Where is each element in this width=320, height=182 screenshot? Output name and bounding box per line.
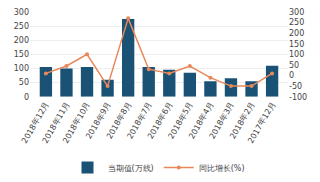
svg-text:2018年5月: 2018年5月 xyxy=(167,100,196,140)
svg-text:250: 250 xyxy=(289,18,304,27)
svg-text:2018年6月: 2018年6月 xyxy=(146,100,175,140)
svg-text:2018年10月: 2018年10月 xyxy=(61,100,92,145)
svg-text:当期值(万线): 当期值(万线) xyxy=(108,164,154,173)
svg-text:200: 200 xyxy=(289,29,304,38)
svg-text:50: 50 xyxy=(19,78,29,87)
svg-text:200: 200 xyxy=(14,36,29,45)
svg-text:-50: -50 xyxy=(289,82,302,91)
svg-text:2018年11月: 2018年11月 xyxy=(41,100,72,145)
svg-text:150: 150 xyxy=(289,40,304,49)
svg-text:100: 100 xyxy=(14,64,29,73)
svg-text:50: 50 xyxy=(289,61,299,70)
svg-text:150: 150 xyxy=(14,50,29,59)
svg-text:2018年3月: 2018年3月 xyxy=(208,100,237,140)
svg-text:300: 300 xyxy=(14,8,29,17)
svg-text:300: 300 xyxy=(289,8,304,17)
svg-text:0: 0 xyxy=(289,71,294,80)
svg-text:100: 100 xyxy=(289,50,304,59)
svg-text:-100: -100 xyxy=(289,92,307,101)
svg-text:250: 250 xyxy=(14,22,29,31)
svg-text:2018年2月: 2018年2月 xyxy=(228,100,257,140)
svg-text:2018年9月: 2018年9月 xyxy=(84,100,113,140)
svg-text:2018年7月: 2018年7月 xyxy=(125,100,154,140)
svg-text:同比增长(%): 同比增长(%) xyxy=(199,164,245,173)
svg-text:2018年12月: 2018年12月 xyxy=(20,100,51,145)
svg-text:2018年8月: 2018年8月 xyxy=(105,100,134,140)
svg-text:0: 0 xyxy=(24,92,29,101)
svg-text:2018年4月: 2018年4月 xyxy=(187,100,216,140)
svg-text:2017年12月: 2017年12月 xyxy=(246,100,277,145)
